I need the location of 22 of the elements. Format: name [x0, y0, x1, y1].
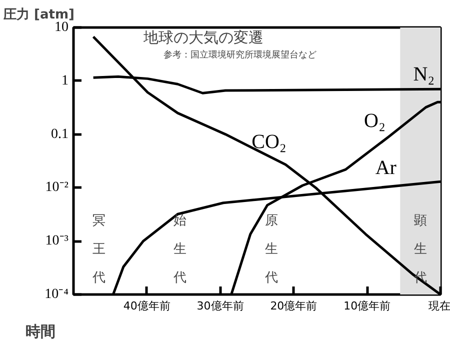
x-tick-label: 30億年前 [196, 300, 244, 312]
y-tick-label: 10⁻⁴ [44, 287, 69, 302]
y-tick-label: 10⁻³ [45, 234, 69, 249]
annotation: 始生代 [172, 214, 186, 286]
y-tick-label: 1 [62, 73, 68, 88]
y-tick-label: 10⁻² [45, 180, 69, 196]
series-label: N₂ [413, 64, 435, 86]
x-axis-title: 時間 [26, 322, 56, 340]
x-tick-label: 現在 [428, 300, 450, 312]
series-label: O₂ [364, 110, 386, 132]
annotation: 冥王代 [92, 214, 106, 286]
chart-title: 地球の大気の変遷 [142, 28, 264, 46]
x-tick-label: 10億年前 [344, 300, 391, 312]
series-label: Ar [375, 157, 397, 180]
y-tick-label: 0.1 [51, 126, 68, 142]
series-label: CO₂ [252, 130, 286, 153]
text: 参考：国立環境研究所環境展望台など [164, 50, 316, 60]
x-tick-label: 40億年前 [123, 300, 170, 312]
y-axis-title: 圧力 [atm] [2, 8, 74, 22]
annotation: 原生代 [264, 214, 278, 286]
y-tick-label: 10 [54, 20, 68, 35]
x-tick-label: 20億年前 [270, 300, 318, 312]
